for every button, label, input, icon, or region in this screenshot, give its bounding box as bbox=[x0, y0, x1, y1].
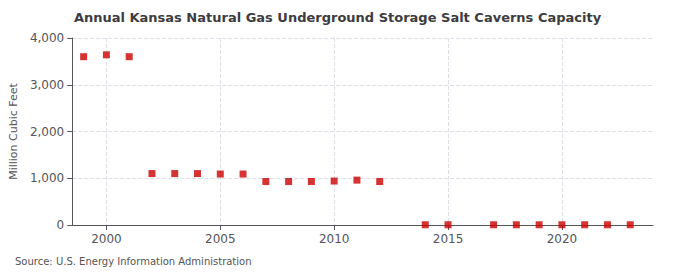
svg-text:4,000: 4,000 bbox=[30, 31, 64, 45]
svg-text:1,000: 1,000 bbox=[30, 171, 64, 185]
svg-text:3,000: 3,000 bbox=[30, 78, 64, 92]
svg-text:Source: U.S. Energy Informatio: Source: U.S. Energy Information Administ… bbox=[15, 256, 252, 267]
svg-text:2020: 2020 bbox=[547, 232, 578, 246]
svg-text:2,000: 2,000 bbox=[30, 125, 64, 139]
svg-text:2015: 2015 bbox=[433, 232, 464, 246]
svg-text:Million Cubic Feet: Million Cubic Feet bbox=[7, 82, 20, 179]
svg-text:2010: 2010 bbox=[319, 232, 350, 246]
svg-text:2005: 2005 bbox=[205, 232, 236, 246]
svg-text:Annual Kansas Natural Gas Unde: Annual Kansas Natural Gas Underground St… bbox=[74, 10, 602, 25]
svg-text:2000: 2000 bbox=[91, 232, 122, 246]
svg-text:0: 0 bbox=[57, 218, 65, 232]
